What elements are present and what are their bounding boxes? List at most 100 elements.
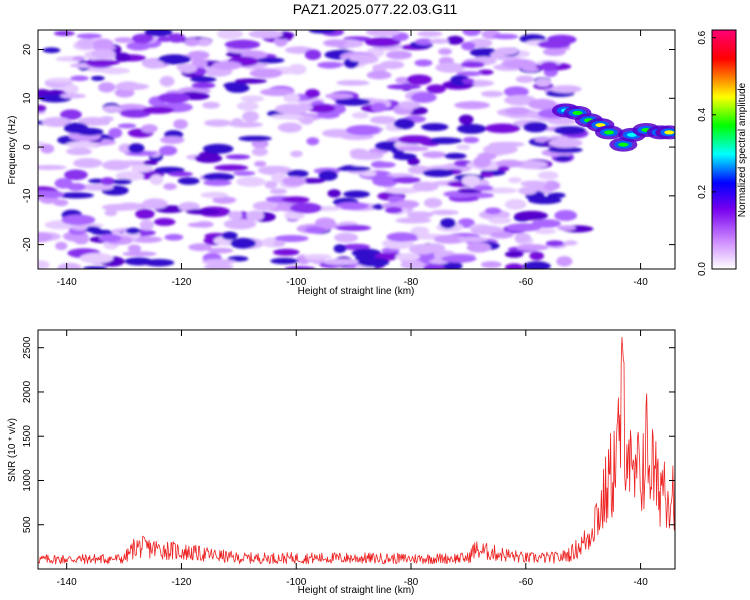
heatmap-noise-blob <box>397 145 429 152</box>
heatmap-noise-blob <box>335 202 370 210</box>
heatmap-noise-blob <box>480 90 504 98</box>
heatmap-noise-blob <box>104 209 118 217</box>
heatmap-noise-blob <box>270 257 299 265</box>
heatmap-noise-blob <box>444 152 467 160</box>
heatmap-noise-blob <box>76 33 102 39</box>
heatmap-noise-blob <box>259 88 295 97</box>
heatmap-noise-blob <box>269 188 287 195</box>
heatmap-noise-blob <box>270 114 305 120</box>
heatmap-noise-blob <box>456 71 483 77</box>
heatmap-noise-blob <box>142 198 168 210</box>
heatmap-noise-blob <box>435 62 466 73</box>
heatmap-noise-blob <box>481 261 502 269</box>
snr-frame <box>37 329 676 570</box>
heatmap-noise-blob <box>84 59 121 66</box>
heatmap-noise-blob <box>427 137 463 145</box>
heatmap-noise-blob <box>101 203 135 211</box>
heatmap-noise-blob <box>372 204 385 210</box>
heatmap-noise-blob <box>158 145 178 156</box>
heatmap-noise-blob <box>114 52 131 62</box>
heatmap-noise-blob <box>283 93 300 103</box>
heatmap-noise-blob <box>236 101 259 111</box>
heatmap-noise-blob <box>522 261 551 269</box>
heatmap-noise-blob <box>53 30 75 37</box>
heatmap-noise-blob <box>466 242 492 253</box>
heatmap-noise-blob <box>142 106 174 114</box>
heatmap-noise-blob <box>38 104 47 112</box>
heatmap-noise-blob <box>291 104 313 111</box>
heatmap-noise-blob <box>460 61 485 68</box>
heatmap-noise-blob <box>458 114 474 125</box>
heatmap-noise-blob <box>505 106 530 115</box>
heatmap-noise-blob <box>414 59 433 67</box>
heatmap-noise-blob <box>184 38 201 47</box>
heatmap-noise-blob <box>423 263 445 269</box>
heatmap-noise-blob <box>248 30 283 39</box>
y-tick-label: 10 <box>22 92 33 104</box>
heatmap-noise-blob <box>112 178 133 185</box>
heatmap-noise-blob <box>392 176 421 184</box>
heatmap-noise-blob <box>70 75 89 82</box>
heatmap-noise-blob <box>422 168 455 178</box>
heatmap-noise-blob <box>341 243 371 251</box>
heatmap-noise-blob <box>494 47 519 56</box>
heatmap-noise-blob <box>438 48 453 56</box>
heatmap-noise-blob <box>290 150 303 158</box>
heatmap-noise-blob <box>557 225 576 231</box>
heatmap-noise-blob <box>212 61 242 70</box>
heatmap-noise-blob <box>506 223 542 232</box>
heatmap-noise-blob <box>40 143 55 154</box>
heatmap-noise-blob <box>90 75 105 81</box>
heatmap-noise-blob <box>203 179 232 187</box>
heatmap-noise-blob <box>135 208 155 220</box>
signal-blob-core <box>595 123 606 128</box>
heatmap-noise-blob <box>381 202 405 209</box>
heatmap-noise-blob <box>274 234 309 242</box>
colorbar-tick-label: 0.4 <box>697 107 708 121</box>
heatmap-noise-blob <box>458 236 489 243</box>
heatmap-noise-blob <box>127 244 142 253</box>
heatmap-noise-blob <box>92 44 117 51</box>
heatmap-noise-blob <box>323 39 347 47</box>
heatmap-noise-blob <box>384 187 421 194</box>
heatmap-noise-blob <box>393 118 415 130</box>
heatmap-frame <box>37 29 676 270</box>
heatmap-noise-blob <box>122 251 157 257</box>
heatmap-noise-blob <box>433 234 468 244</box>
heatmap-noise-blob <box>384 206 403 214</box>
y-tick-label: 2000 <box>22 380 33 403</box>
heatmap-noise-blob <box>495 159 524 168</box>
x-tick-label: -60 <box>519 577 534 588</box>
heatmap-noise-blob <box>289 202 322 214</box>
heatmap-noise-blob <box>63 84 79 94</box>
heatmap-noise-blob <box>423 197 443 208</box>
colorbar-tick-label: 0.0 <box>697 262 708 276</box>
heatmap-noise-blob <box>207 247 234 254</box>
heatmap-noise-blob <box>188 243 213 252</box>
heatmap-noise-blob <box>225 83 250 93</box>
heatmap-x-axis: -140 -120 -100 -80 -60 -40 <box>57 30 648 288</box>
x-tick-label: -120 <box>171 277 191 288</box>
heatmap-noise-blob <box>395 217 432 224</box>
heatmap-noise-blob <box>167 33 186 43</box>
heatmap-noise-blob <box>82 266 108 269</box>
heatmap-noise-blob <box>65 147 93 156</box>
heatmap-noise-blob <box>529 251 545 261</box>
heatmap-noise-blob <box>203 263 234 269</box>
heatmap-noise-blobs <box>38 30 594 269</box>
heatmap-noise-blob <box>252 201 278 211</box>
heatmap-noise-blob <box>108 127 123 139</box>
heatmap-noise-blob <box>84 226 101 233</box>
heatmap-noise-blob <box>159 76 175 87</box>
heatmap-noise-blob <box>38 260 50 269</box>
heatmap-noise-blob <box>57 262 82 269</box>
heatmap-noise-blob <box>318 170 338 181</box>
heatmap-noise-blob <box>242 111 260 122</box>
heatmap-noise-blob <box>540 61 559 72</box>
heatmap-noise-blob <box>229 121 263 128</box>
heatmap-noise-blob <box>126 41 151 51</box>
heatmap-noise-blob <box>98 82 116 93</box>
heatmap-noise-blob <box>286 169 309 178</box>
heatmap-noise-blob <box>236 176 266 187</box>
